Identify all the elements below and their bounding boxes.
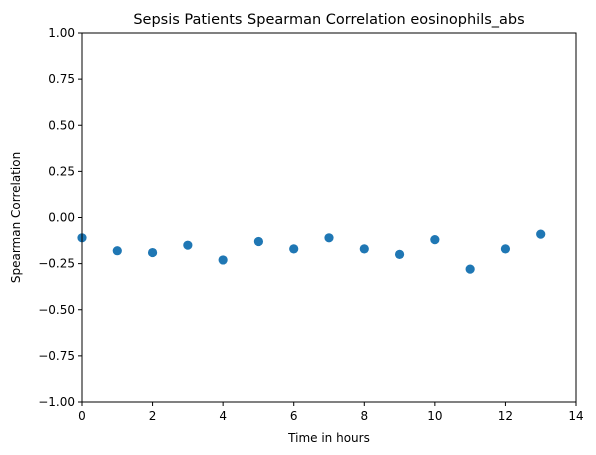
data-point: [147, 247, 158, 258]
x-tick-label: 10: [427, 409, 442, 423]
data-point: [289, 244, 299, 254]
data-point: [394, 249, 405, 259]
data-point: [112, 246, 122, 256]
y-tick-label: −1.00: [38, 395, 75, 409]
x-tick-label: 12: [498, 409, 513, 423]
data-point: [500, 244, 511, 254]
x-tick-label: 6: [290, 409, 298, 423]
data-point: [465, 264, 475, 274]
data-point: [324, 233, 334, 243]
x-axis-title: Time in hours: [287, 431, 370, 445]
y-tick-label: 0.75: [48, 72, 75, 86]
data-points: [77, 229, 546, 274]
y-tick-label: 0.25: [48, 164, 75, 178]
y-tick-label: 0.50: [48, 118, 75, 132]
y-axis-title: Spearman Correlation: [9, 152, 23, 283]
chart-title: Sepsis Patients Spearman Correlation eos…: [133, 12, 524, 28]
y-tick-label: 1.00: [48, 26, 75, 40]
x-tick-label: 14: [568, 409, 583, 423]
y-tick-label: −0.75: [38, 349, 75, 363]
axes-frame: [81, 32, 577, 403]
data-point: [253, 236, 264, 247]
data-point: [183, 240, 193, 250]
x-tick-label: 4: [219, 409, 227, 423]
x-axis-ticks: 0 2 4 6 8 10 12 14: [78, 402, 584, 423]
x-tick-label: 2: [149, 409, 157, 423]
data-point: [359, 244, 369, 254]
x-tick-label: 0: [78, 409, 86, 423]
x-tick-label: 8: [360, 409, 368, 423]
y-tick-label: −0.50: [38, 303, 75, 317]
data-point: [430, 235, 440, 245]
y-tick-label: −0.25: [38, 257, 75, 271]
data-point: [218, 255, 228, 265]
data-point: [536, 229, 546, 239]
y-axis-ticks: −1.00 −0.75 −0.50 −0.25 0.00 0.25 0.50 0.75 1.00: [38, 26, 82, 409]
y-tick-label: 0.00: [48, 211, 75, 225]
